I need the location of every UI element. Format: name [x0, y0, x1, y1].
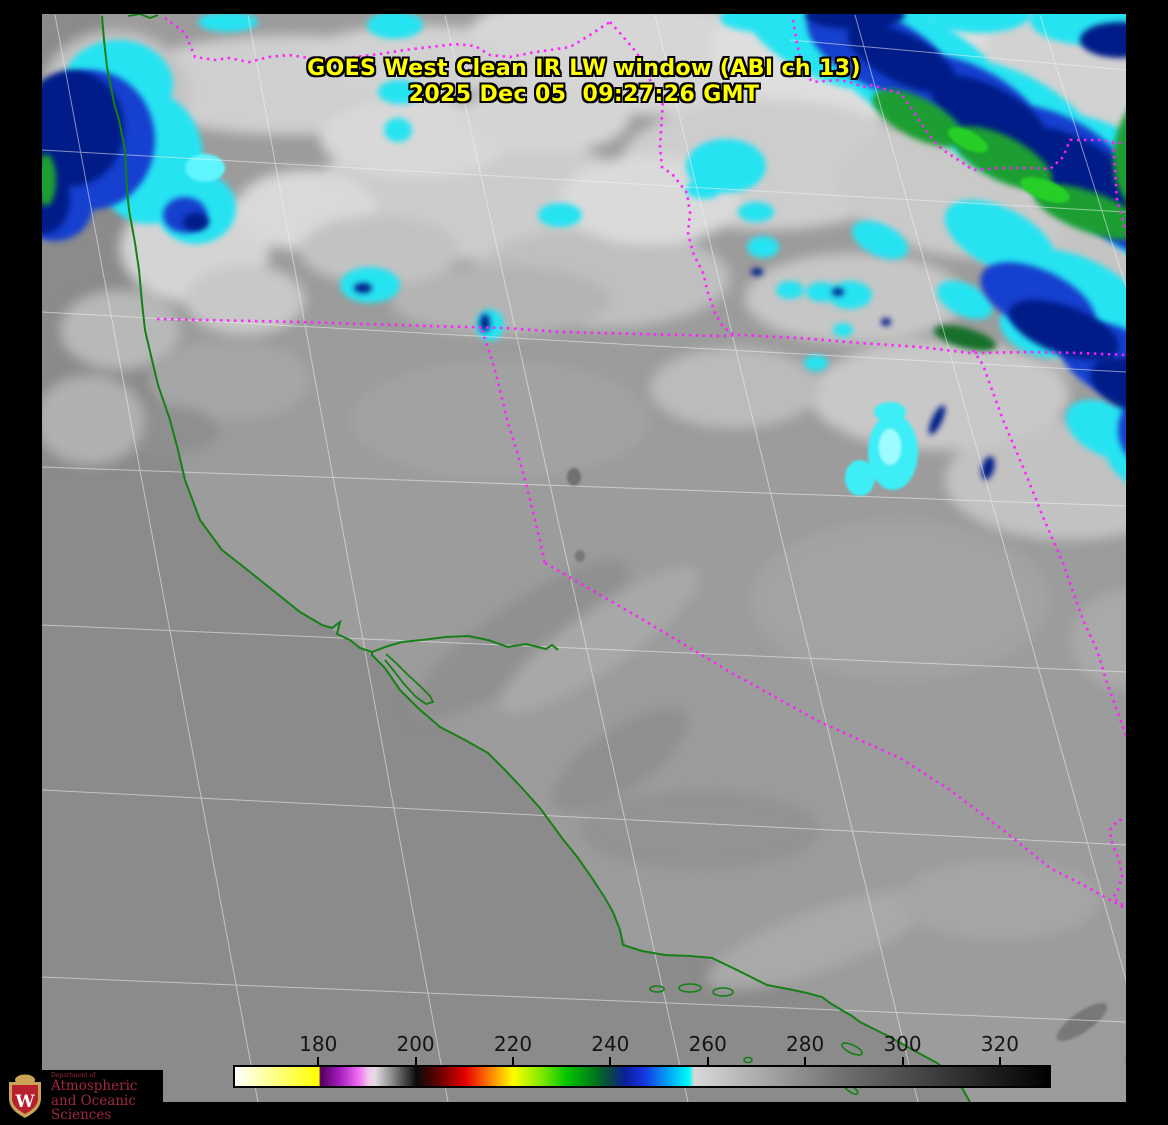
uw-crest-icon: W — [9, 1074, 41, 1118]
colorbar-tick: 200 — [396, 1032, 435, 1065]
colorbar-tick: 220 — [494, 1032, 532, 1065]
colorbar-tick: 320 — [981, 1032, 1019, 1065]
colorbar-tick-label: 220 — [493, 1032, 533, 1056]
colorbar-tick: 180 — [299, 1032, 337, 1065]
state-borders — [156, 16, 1126, 909]
ocean-region — [42, 14, 970, 1102]
colorbar-tick: 240 — [591, 1032, 629, 1065]
colorbar-tick-label: 300 — [883, 1032, 922, 1056]
logo-name-line2: and Oceanic Sciences — [51, 1092, 136, 1123]
colorbar-tick-label: 180 — [299, 1032, 338, 1056]
colorbar-tick: 280 — [786, 1032, 824, 1065]
temperature-colorbar: 180 200 220 240 260 280 300 320 — [233, 1032, 1051, 1090]
graticule — [42, 14, 1126, 1102]
image-title: GOES West Clean IR LW window (ABI ch 13)… — [307, 56, 861, 108]
logo-text: Department of Atmospheric and Oceanic Sc… — [51, 1072, 163, 1123]
colorbar-tick: 300 — [883, 1032, 922, 1065]
colorbar-tick-label: 200 — [396, 1032, 435, 1056]
svg-text:W: W — [14, 1092, 35, 1112]
colorbar-gradient — [233, 1065, 1051, 1088]
image-title-line1: GOES West Clean IR LW window (ABI ch 13) — [307, 56, 861, 81]
colorbar-tick-label: 280 — [786, 1032, 825, 1056]
colorbar-tick-label: 260 — [688, 1032, 727, 1056]
coastline — [100, 14, 972, 1102]
colorbar-tick-label: 320 — [980, 1032, 1019, 1056]
logo-dept-line: Department of — [51, 1072, 96, 1080]
colorbar-tick-label: 240 — [591, 1032, 630, 1056]
colorbar-ticks: 180 200 220 240 260 280 300 320 — [233, 1032, 1051, 1065]
image-timestamp: 2025 Dec 05 09:27:26 GMT — [408, 82, 760, 107]
colorbar-tick: 260 — [689, 1032, 727, 1065]
logo-name-line1: Atmospheric — [51, 1078, 138, 1095]
institution-logo: W Department of Atmospheric and Oceanic … — [0, 1070, 163, 1125]
